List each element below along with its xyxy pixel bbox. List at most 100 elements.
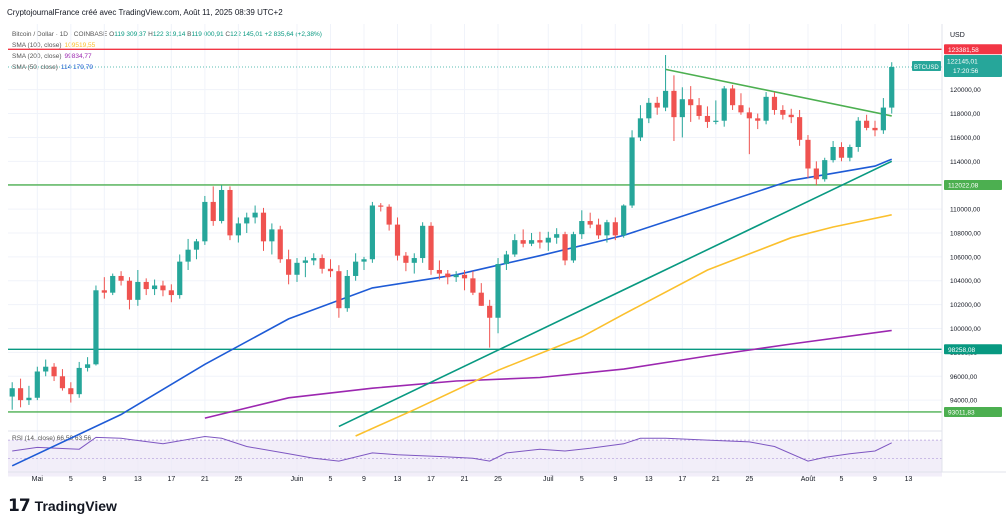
candle xyxy=(202,195,208,245)
candle-body xyxy=(135,281,141,300)
candle xyxy=(629,130,635,208)
candle-body xyxy=(319,258,325,269)
ohlc-h-value: 122 319,14 xyxy=(152,31,186,38)
candle xyxy=(378,203,384,212)
level-label: 98258,08 xyxy=(948,347,975,354)
candle xyxy=(76,361,82,398)
rsi-label: RSI (14, close) 66,59 63,56 xyxy=(12,435,92,442)
price-axis-tick-label: 108000,00 xyxy=(950,230,981,237)
candle xyxy=(9,382,15,410)
candle-body xyxy=(286,259,292,275)
candle-body xyxy=(495,264,501,318)
candle-body xyxy=(185,249,191,262)
price-axis-tick-label: 96000,00 xyxy=(950,374,977,381)
candle-body xyxy=(671,90,677,118)
tradingview-logo[interactable]: 17 TradingView xyxy=(8,496,117,516)
time-axis-tick-label: 13 xyxy=(134,476,142,483)
candle-body xyxy=(554,234,560,238)
candle-body xyxy=(151,285,158,290)
candle xyxy=(84,357,91,372)
candle-body xyxy=(344,275,350,309)
tradingview-logo-text: TradingView xyxy=(34,498,117,514)
time-axis-tick-label: Mai xyxy=(32,476,44,483)
candle-body xyxy=(855,120,861,147)
candle xyxy=(763,92,769,125)
sma100-value: 109519,55 xyxy=(64,42,96,49)
candle xyxy=(595,218,602,239)
candle xyxy=(126,277,133,310)
time-axis-tick-label: Août xyxy=(801,476,815,483)
candle-body xyxy=(796,117,803,140)
price-axis-tick-label: 104000,00 xyxy=(950,278,981,285)
candle xyxy=(755,113,761,130)
candle-body xyxy=(813,168,819,180)
candle-body xyxy=(889,66,895,108)
candle xyxy=(453,271,459,282)
candle-body xyxy=(771,96,778,110)
candle xyxy=(336,265,342,318)
candle-body xyxy=(537,240,543,243)
candle xyxy=(470,271,476,296)
grid xyxy=(8,24,942,472)
time-axis-tick-label: 25 xyxy=(234,476,242,483)
time-axis-tick-label: 9 xyxy=(362,476,366,483)
candle-body xyxy=(160,285,166,291)
candle xyxy=(562,231,568,266)
symbol-tag: BTCUSD xyxy=(914,65,939,71)
trendline-ascending xyxy=(338,160,893,428)
candle xyxy=(830,141,836,163)
candle-countdown: 17:20:56 xyxy=(953,68,979,75)
candle-body xyxy=(51,366,57,377)
candle xyxy=(277,225,283,263)
legend-sma50-row[interactable]: SMA (50, close) 114 179,79 xyxy=(12,62,322,73)
tradingview-mark-icon: 17 xyxy=(8,496,31,516)
price-axis-tick-label: 118000,00 xyxy=(950,111,981,118)
candle-body xyxy=(755,118,761,121)
candle-body xyxy=(353,261,359,276)
candle xyxy=(855,117,861,152)
candle-body xyxy=(294,262,300,275)
candle xyxy=(788,108,794,124)
candle-body xyxy=(260,212,267,242)
candle-body xyxy=(704,115,711,122)
candle-body xyxy=(428,225,434,270)
legend-sma100-row[interactable]: SMA (100, close) 109519,55 xyxy=(12,40,322,51)
candle xyxy=(738,93,744,115)
candle xyxy=(386,204,392,231)
candle xyxy=(688,86,694,122)
sma100-line xyxy=(355,214,892,437)
candle xyxy=(780,105,786,120)
candle xyxy=(604,219,610,243)
time-axis-tick-label: 13 xyxy=(394,476,402,483)
candle xyxy=(59,369,66,391)
candle xyxy=(713,100,719,125)
candle xyxy=(880,98,886,134)
candle-body xyxy=(512,240,518,255)
candle xyxy=(704,106,711,128)
price-axis-tick-label: 94000,00 xyxy=(950,398,977,405)
price-axis-tick-label: 114000,00 xyxy=(950,159,981,166)
candle xyxy=(495,258,501,334)
candle xyxy=(864,114,870,131)
price-axis-tick-label: 100000,00 xyxy=(950,326,981,333)
candle-body xyxy=(327,268,334,272)
candle xyxy=(327,259,334,278)
candle xyxy=(118,271,124,286)
candle xyxy=(110,273,116,296)
candle-body xyxy=(562,234,568,261)
legend-sma200-row[interactable]: SMA (200, close) 99834,77 xyxy=(12,51,322,62)
time-axis-tick-label: 21 xyxy=(461,476,469,483)
candle xyxy=(445,269,451,285)
price-axis-tick-label: 102000,00 xyxy=(950,302,981,309)
candle-body xyxy=(880,107,886,131)
candle xyxy=(369,201,375,263)
level-label-bg xyxy=(944,406,1002,417)
time-axis-tick-label: 17 xyxy=(678,476,686,483)
sma100-name: SMA (100, close) xyxy=(12,42,62,49)
candle-body xyxy=(864,120,870,128)
candle xyxy=(838,142,845,162)
candle xyxy=(554,228,560,244)
time-axis-tick-label: 25 xyxy=(745,476,753,483)
candle-body xyxy=(26,397,32,401)
